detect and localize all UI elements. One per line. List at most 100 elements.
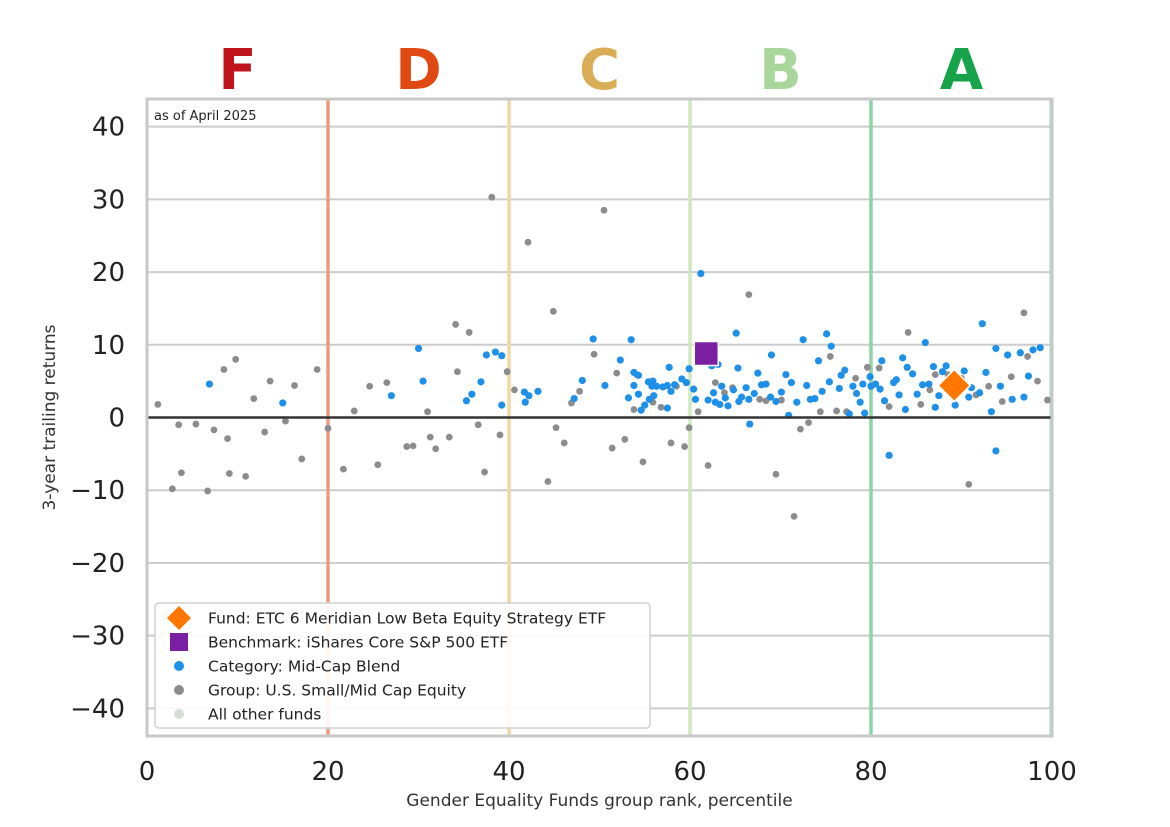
data-point (663, 381, 671, 390)
data-point (767, 351, 776, 359)
data-point (498, 401, 506, 409)
data-point (1024, 372, 1033, 380)
data-point (488, 193, 496, 201)
data-point (762, 380, 770, 388)
legend-label: All other funds (208, 706, 321, 724)
y-tick-label: 20 (92, 258, 125, 288)
data-point (634, 371, 643, 379)
data-point (242, 473, 250, 480)
y-tick-label: 0 (108, 404, 125, 434)
data-point (797, 425, 804, 433)
data-point (590, 350, 598, 358)
data-point (818, 387, 826, 395)
data-point (903, 363, 911, 371)
legend-marker (167, 606, 191, 630)
data-point (414, 344, 423, 353)
plot-frame (145, 97, 1054, 738)
data-point (697, 269, 705, 278)
data-point (833, 407, 841, 415)
data-point (960, 367, 968, 375)
data-point (491, 348, 500, 356)
x-tick-label: 20 (311, 757, 344, 787)
data-point (917, 401, 925, 408)
data-point (965, 393, 973, 401)
data-point (1007, 373, 1015, 381)
data-point (266, 377, 274, 385)
data-point (965, 480, 973, 488)
y-axis-label: 3-year trailing returns (40, 324, 60, 510)
data-point (827, 342, 835, 350)
data-point (366, 382, 374, 390)
data-point (482, 351, 490, 359)
data-point (852, 389, 861, 398)
data-point (716, 400, 724, 409)
data-point (942, 362, 950, 370)
data-point (232, 355, 240, 363)
data-point (772, 397, 780, 406)
data-point (576, 387, 583, 395)
data-point (667, 387, 675, 395)
data-point (1016, 349, 1024, 357)
data-point (432, 445, 440, 453)
legend-marker (174, 685, 184, 695)
data-point (778, 396, 785, 404)
data-point (1036, 344, 1044, 352)
data-point (732, 329, 740, 337)
data-point (837, 371, 845, 379)
data-point (754, 369, 762, 377)
data-point (863, 363, 871, 371)
x-tick-label: 80 (854, 757, 887, 787)
data-point (639, 458, 647, 466)
data-point (383, 379, 391, 386)
data-point (210, 426, 218, 434)
data-point (704, 462, 712, 469)
data-point (790, 512, 798, 520)
data-point (204, 487, 212, 495)
data-point (849, 382, 857, 390)
data-point (616, 356, 624, 364)
data-point (937, 368, 972, 403)
x-tick-label: 0 (139, 757, 156, 787)
data-point (313, 366, 321, 373)
x-axis-ticks: 0 20 40 60 80 100 (139, 757, 1077, 787)
legend-label: Benchmark: iShares Core S&P 500 ETF (208, 634, 508, 652)
data-point (324, 425, 332, 432)
data-point (885, 403, 893, 410)
data-point (918, 381, 927, 389)
x-tick-label: 40 (492, 757, 525, 787)
data-point (350, 407, 358, 415)
data-point (649, 377, 657, 385)
data-point (861, 409, 869, 417)
data-point (498, 352, 506, 360)
data-point (931, 371, 939, 378)
data-point (814, 357, 823, 365)
data-point (445, 433, 453, 441)
legend-label: Group: U.S. Small/Mid Cap Equity (208, 682, 466, 700)
data-point (721, 394, 729, 402)
data-point (578, 376, 586, 385)
data-point (681, 443, 688, 450)
data-point (667, 439, 675, 447)
data-point (224, 435, 231, 442)
data-point (835, 384, 843, 393)
data-point (931, 403, 939, 411)
data-point (876, 385, 884, 393)
data-point (841, 366, 849, 374)
grade-label-f: F (218, 38, 256, 103)
data-point (454, 368, 461, 376)
data-point (1034, 377, 1041, 385)
data-point (419, 377, 427, 385)
data-point (474, 421, 482, 429)
data-point (787, 378, 795, 387)
data-point (521, 398, 529, 406)
x-axis-label: Gender Equality Funds group rank, percen… (406, 791, 792, 811)
data-point (766, 393, 775, 401)
data-point (737, 393, 746, 401)
data-point (805, 419, 812, 426)
data-point (742, 384, 750, 392)
data-point (250, 395, 258, 402)
data-point (525, 392, 533, 400)
data-point (225, 470, 233, 477)
data-point (560, 439, 568, 447)
data-point (690, 385, 698, 393)
